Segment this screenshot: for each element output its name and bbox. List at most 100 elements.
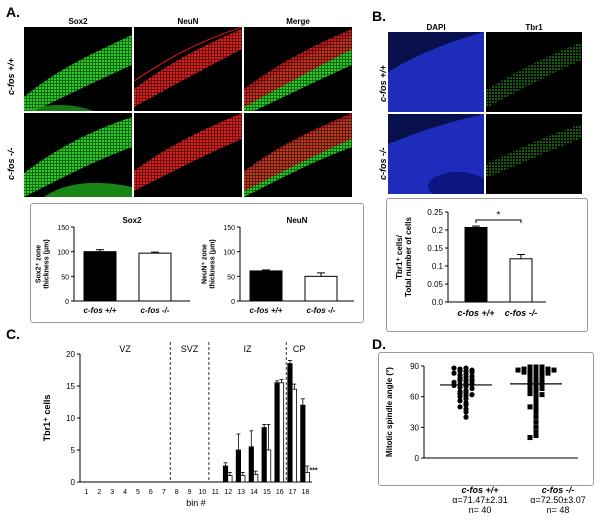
- panel-d-label: D.: [372, 336, 386, 352]
- zone-label: CP: [293, 344, 306, 354]
- data-point-wt: [463, 409, 469, 415]
- panel-a-col-neun: NeuN: [177, 17, 199, 26]
- data-point-ko: [515, 367, 521, 373]
- zone-label: IZ: [244, 344, 253, 354]
- data-point-ko: [539, 392, 545, 398]
- data-point-ko: [539, 373, 545, 379]
- data-point-wt: [457, 384, 463, 391]
- data-point-ko: [527, 404, 533, 410]
- stats-ko-alpha: α=72.50±3.07: [530, 495, 586, 505]
- x-category-label: c-fos +/+: [457, 308, 495, 318]
- chart-title: NeuN: [287, 216, 308, 225]
- bar-wt: [300, 404, 306, 483]
- panel-b-row-ko: c-fos -/-: [378, 147, 388, 181]
- data-point-wt: [457, 394, 463, 400]
- data-point-ko: [527, 375, 533, 381]
- data-point-ko: [533, 390, 539, 396]
- data-point-ko: [533, 433, 539, 439]
- chart-title: Sox2: [122, 216, 142, 225]
- data-point-wt: [469, 392, 475, 398]
- x-tick-label: 9: [188, 489, 192, 496]
- tbr1-fraction-chart: 0.0 0.05 0.1 0.15 0.2 0.25 Tbr1⁺ cells/Total n…: [395, 208, 546, 318]
- micrograph-sox2-wt: [24, 27, 132, 111]
- data-point-ko: [533, 409, 539, 415]
- data-point-wt: [457, 404, 463, 410]
- micrograph-neun-wt: [134, 27, 242, 111]
- bar-wt: [274, 382, 280, 483]
- data-point-ko: [533, 399, 539, 405]
- micrograph-merge-ko: [244, 113, 352, 197]
- panel-a-row-wt: c-fos +/+: [6, 57, 16, 95]
- x-tick-label: 5: [136, 489, 140, 496]
- bar-ko: [240, 475, 246, 483]
- data-point-ko: [533, 419, 539, 425]
- data-point-wt: [469, 369, 475, 375]
- sox2-thickness-chart: Sox2 0 50 100 150 Sox2⁺ zonethickness (μm) c-f…: [36, 216, 190, 315]
- x-category-label: c-fos -/-: [307, 306, 336, 315]
- panel-a-label: A.: [6, 4, 20, 20]
- data-point-ko: [539, 369, 545, 375]
- panel-d-stats-ko: c-fos -/- α=72.50±3.07 n= 48: [516, 485, 600, 515]
- y-tick-label: 0.1: [432, 262, 444, 271]
- micrograph-dapi-wt: [388, 32, 484, 112]
- data-point-wt: [451, 365, 457, 371]
- y-tick-label: 0: [71, 478, 76, 487]
- y-tick-label: 50: [227, 274, 235, 281]
- data-point-ko: [521, 366, 527, 372]
- data-point-ko: [539, 365, 545, 371]
- data-point-ko: [545, 366, 551, 372]
- x-tick-label: 3: [110, 489, 114, 496]
- bar-wt: [248, 446, 254, 483]
- data-point-wt: [457, 368, 463, 374]
- stats-ko-genotype: c-fos -/-: [541, 485, 575, 495]
- y-tick-label: 0.0: [432, 298, 444, 307]
- y-axis-label: Tbr1⁺ cells/Total number of cells: [395, 217, 413, 297]
- y-axis-label: NeuN⁺ zonethickness (μm): [202, 239, 217, 288]
- y-tick-label: 50: [61, 274, 69, 281]
- micrograph-sox2-ko: [24, 113, 132, 197]
- data-point-wt: [463, 396, 469, 402]
- data-point-ko: [539, 382, 545, 388]
- spindle-angle-chart: 0 30 60 90 Mitotic spindle angle (°): [385, 362, 578, 463]
- bar-wt: [235, 449, 241, 483]
- panel-b-col-dapi: DAPI: [426, 23, 446, 32]
- x-category-label: c-fos -/-: [505, 308, 538, 318]
- zone-label: SVZ: [181, 344, 199, 354]
- x-tick-label: 18: [302, 489, 310, 496]
- y-axis-label: Tbr1⁺ cells: [42, 395, 52, 442]
- panel-c-label: C.: [6, 326, 20, 342]
- y-tick-label: 0: [231, 299, 235, 306]
- data-point-ko: [527, 372, 533, 378]
- panel-a-col-merge: Merge: [286, 17, 310, 26]
- y-tick-label: 60: [410, 393, 419, 402]
- bar: [304, 275, 338, 302]
- y-tick-label: 0: [65, 299, 69, 306]
- x-tick-label: 11: [212, 489, 219, 496]
- bar-ko: [265, 449, 272, 483]
- data-point-ko: [527, 384, 533, 390]
- data-point-ko: [533, 371, 539, 377]
- x-tick-label: 6: [149, 489, 153, 496]
- micrograph-tbr1-ko: [486, 114, 582, 194]
- bar-ko: [291, 388, 297, 483]
- data-point-ko: [533, 374, 539, 380]
- data-point-ko: [551, 367, 557, 373]
- x-tick-label: 12: [224, 489, 232, 496]
- y-tick-label: 15: [66, 382, 75, 391]
- y-tick-label: 0.05: [427, 280, 443, 289]
- x-tick-label: 13: [237, 489, 245, 496]
- x-tick-label: 10: [199, 489, 207, 496]
- data-point-ko: [527, 391, 533, 397]
- data-point-ko: [539, 376, 545, 382]
- data-point-wt: [457, 377, 463, 383]
- y-tick-label: 100: [57, 250, 69, 257]
- x-category-label: c-fos +/+: [250, 306, 283, 315]
- data-point-ko: [533, 406, 539, 412]
- data-point-ko: [527, 378, 533, 384]
- panel-b-row-wt: c-fos +/+: [378, 64, 388, 102]
- data-point-wt: [451, 370, 457, 376]
- micrograph-merge-wt: [244, 27, 352, 111]
- bar-wt: [222, 465, 229, 483]
- bar: [83, 251, 117, 302]
